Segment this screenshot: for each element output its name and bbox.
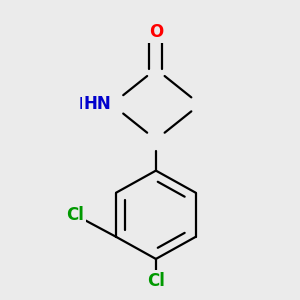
Text: Cl: Cl: [147, 272, 165, 290]
Text: O: O: [149, 23, 163, 41]
Text: HN: HN: [84, 95, 112, 113]
Text: H–N: H–N: [79, 97, 112, 112]
Text: Cl: Cl: [66, 206, 84, 224]
